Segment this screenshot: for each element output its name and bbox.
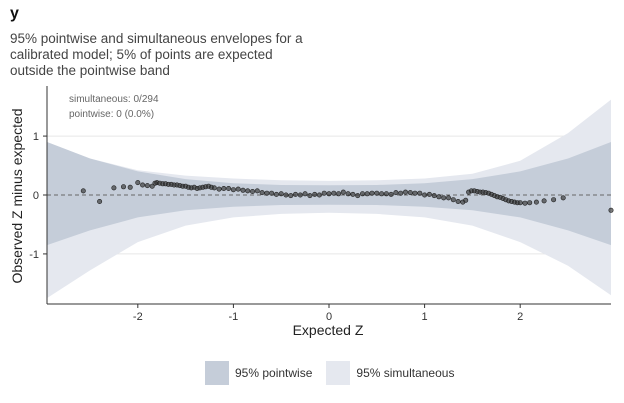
data-point bbox=[608, 207, 614, 213]
x-axis-title: Expected Z bbox=[293, 322, 364, 338]
data-point bbox=[235, 186, 241, 192]
data-point bbox=[560, 195, 566, 201]
data-point bbox=[393, 190, 399, 196]
legend-item-simultaneous: 95% simultaneous bbox=[326, 361, 454, 385]
data-point bbox=[407, 190, 413, 196]
subtitle-line-1: 95% pointwise and simultaneous envelopes… bbox=[10, 31, 303, 46]
data-point bbox=[292, 191, 298, 197]
data-point bbox=[336, 191, 342, 197]
data-point bbox=[355, 193, 361, 199]
data-point bbox=[551, 197, 557, 203]
legend-swatch-simultaneous bbox=[326, 361, 351, 385]
data-point bbox=[398, 190, 404, 196]
data-point bbox=[412, 190, 418, 196]
data-point bbox=[144, 183, 150, 189]
data-point bbox=[216, 186, 222, 192]
data-point bbox=[273, 191, 279, 197]
y-tick-label: -1 bbox=[29, 249, 39, 261]
data-point bbox=[312, 191, 318, 197]
data-point bbox=[422, 192, 428, 198]
data-point bbox=[226, 186, 232, 192]
data-point bbox=[121, 184, 127, 190]
x-tick-label: 1 bbox=[422, 311, 428, 323]
legend-label-simultaneous: 95% simultaneous bbox=[356, 366, 455, 380]
data-point bbox=[441, 195, 447, 201]
x-tick-label: 0 bbox=[326, 311, 332, 323]
legend-item-pointwise: 95% pointwise bbox=[205, 361, 312, 385]
data-point bbox=[379, 191, 385, 197]
data-point bbox=[527, 200, 533, 206]
data-point bbox=[340, 189, 346, 195]
data-point bbox=[374, 190, 380, 196]
x-tick-label: -2 bbox=[133, 311, 143, 323]
data-points bbox=[80, 180, 614, 213]
x-tick-label: -1 bbox=[229, 311, 239, 323]
data-point bbox=[350, 191, 356, 197]
data-point bbox=[278, 191, 284, 197]
data-point bbox=[326, 191, 332, 197]
data-point bbox=[369, 190, 375, 196]
data-point bbox=[288, 193, 294, 199]
chart-legend: 95% pointwise 95% simultaneous bbox=[205, 361, 468, 385]
data-point bbox=[364, 191, 370, 197]
data-point bbox=[450, 197, 456, 203]
annotation-simultaneous: simultaneous: 0/294 bbox=[69, 94, 159, 105]
data-point bbox=[140, 182, 146, 188]
data-point bbox=[388, 191, 394, 197]
data-point bbox=[264, 190, 270, 196]
data-point bbox=[135, 180, 141, 186]
data-point bbox=[436, 194, 442, 200]
data-point bbox=[541, 198, 547, 204]
data-point bbox=[455, 199, 461, 205]
data-point bbox=[302, 191, 308, 197]
data-point bbox=[211, 185, 217, 191]
data-point bbox=[149, 183, 155, 189]
data-point bbox=[522, 200, 528, 206]
data-point bbox=[383, 191, 389, 197]
data-point bbox=[240, 187, 246, 193]
data-point bbox=[254, 188, 260, 194]
annotation-pointwise: pointwise: 0 (0.0%) bbox=[69, 109, 154, 120]
data-point bbox=[245, 188, 251, 194]
data-point bbox=[269, 190, 275, 196]
data-point bbox=[297, 192, 303, 198]
data-point bbox=[97, 199, 103, 205]
legend-swatch-pointwise bbox=[205, 361, 229, 385]
data-point bbox=[250, 189, 256, 195]
y-tick-label: 1 bbox=[33, 131, 39, 143]
data-point bbox=[127, 184, 133, 190]
data-point bbox=[345, 191, 351, 197]
legend-label-pointwise: 95% pointwise bbox=[235, 366, 313, 380]
data-point bbox=[230, 187, 236, 193]
subtitle-line-2: calibrated model; 5% of points are expec… bbox=[10, 47, 273, 62]
x-tick-label: 2 bbox=[517, 311, 523, 323]
data-point bbox=[417, 190, 423, 196]
y-axis-title: Observed Z minus expected bbox=[9, 108, 25, 283]
data-point bbox=[80, 188, 86, 194]
data-point bbox=[111, 185, 117, 191]
data-point bbox=[283, 192, 289, 198]
data-point bbox=[463, 197, 469, 203]
data-point bbox=[359, 191, 365, 197]
data-point bbox=[316, 192, 322, 198]
y-tick-label: 0 bbox=[33, 190, 39, 202]
data-point bbox=[331, 190, 337, 196]
chart-subtitle: 95% pointwise and simultaneous envelopes… bbox=[10, 31, 350, 79]
data-point bbox=[402, 189, 408, 195]
data-point bbox=[445, 195, 451, 201]
data-point bbox=[431, 193, 437, 199]
data-point bbox=[221, 186, 227, 192]
data-point bbox=[517, 200, 523, 206]
subtitle-line-3: outside the pointwise band bbox=[10, 63, 170, 78]
data-point bbox=[426, 191, 432, 197]
data-point bbox=[321, 190, 327, 196]
chart-title: y bbox=[10, 5, 19, 22]
data-point bbox=[533, 199, 539, 205]
axis-ticks: -2 -1 0 1 2 -1 0 1 bbox=[29, 131, 523, 323]
data-point bbox=[259, 190, 265, 196]
data-point bbox=[307, 193, 313, 199]
